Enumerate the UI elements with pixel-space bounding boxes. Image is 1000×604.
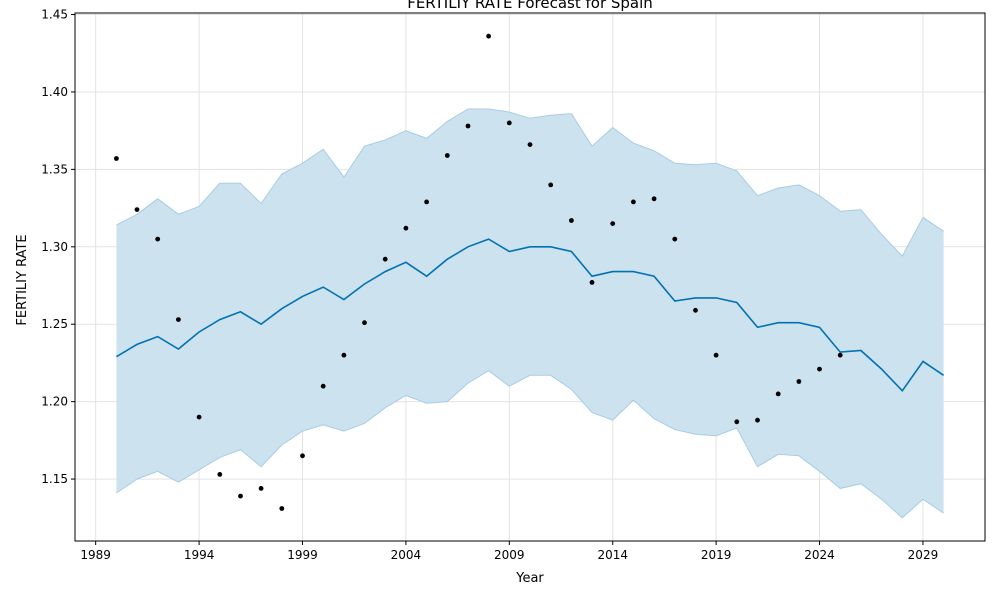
- observed-point: [279, 506, 285, 511]
- observed-point: [713, 352, 719, 358]
- observed-point: [693, 307, 698, 313]
- observed-point: [444, 153, 450, 158]
- y-tick-label: 1.40: [41, 85, 68, 99]
- plot-frame: [74, 12, 986, 542]
- observed-point: [837, 352, 843, 358]
- observed-point: [362, 320, 367, 326]
- observed-point: [796, 379, 802, 384]
- x-tick-label: 1994: [184, 548, 215, 562]
- y-tick-label: 1.30: [41, 240, 68, 254]
- x-tick-label: 2029: [908, 548, 939, 562]
- x-tick-label: 2004: [391, 548, 422, 562]
- observed-point: [238, 493, 243, 499]
- observed-point: [320, 383, 326, 389]
- observed-point: [631, 199, 636, 205]
- uncertainty-band: [116, 108, 944, 519]
- observed-point: [569, 218, 574, 223]
- x-axis-label: Year: [515, 571, 544, 586]
- forecast-line: [115, 238, 945, 393]
- observed-point: [672, 236, 678, 242]
- observed-point: [527, 142, 533, 148]
- y-axis-ticks: 1.15 1.20 1.25 1.30 1.35 1.40 1.45: [41, 8, 75, 486]
- observed-point: [176, 317, 181, 322]
- x-tick-label: 1999: [287, 548, 318, 562]
- observed-point: [403, 225, 409, 231]
- observed-point: [775, 391, 781, 397]
- observed-point: [114, 156, 119, 161]
- observed-point: [300, 453, 305, 459]
- x-tick-label: 1989: [80, 548, 111, 562]
- y-tick-label: 1.15: [41, 472, 68, 486]
- y-tick-label: 1.45: [41, 8, 68, 22]
- lower-bound-line: [116, 370, 944, 519]
- y-tick-label: 1.20: [41, 395, 68, 409]
- observed-point: [817, 366, 822, 372]
- x-tick-label: 2024: [804, 548, 835, 562]
- observed-point: [548, 182, 554, 188]
- y-tick-label: 1.25: [41, 317, 68, 331]
- observed-point: [196, 414, 202, 420]
- observed-point: [341, 352, 347, 358]
- x-tick-label: 2009: [494, 548, 525, 562]
- chart-title: FERTILIY RATE Forecast for Spain: [407, 0, 653, 12]
- upper-bound-line: [116, 108, 944, 257]
- x-tick-label: 2019: [701, 548, 732, 562]
- y-axis-label: FERTILIY RATE: [15, 234, 30, 325]
- observed-point: [465, 123, 471, 129]
- observed-point: [258, 486, 264, 491]
- observed-point: [424, 199, 429, 205]
- observed-point: [651, 196, 657, 202]
- observed-point: [486, 33, 491, 39]
- observed-points: [114, 33, 843, 511]
- observed-point: [589, 280, 595, 285]
- observed-point: [506, 120, 512, 126]
- uncertainty-interval-fill: [116, 109, 944, 518]
- observed-point: [610, 221, 616, 227]
- observed-point: [382, 256, 388, 262]
- x-axis-ticks: 1989 1994 1999 2004 2009 2014 2019 2024 2029: [80, 541, 938, 562]
- observed-point: [734, 419, 740, 425]
- observed-point: [134, 207, 140, 213]
- observed-point: [755, 417, 760, 423]
- x-tick-label: 2014: [597, 548, 628, 562]
- y-tick-label: 1.35: [41, 162, 68, 176]
- forecast-line-layer: [115, 238, 945, 393]
- observed-point: [155, 236, 161, 242]
- observed-point: [217, 472, 223, 477]
